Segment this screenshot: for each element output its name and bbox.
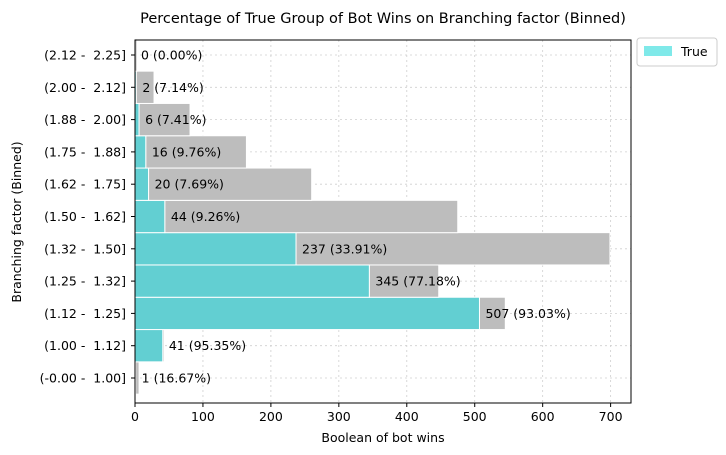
data-label: 237 (33.91%) [302,241,387,256]
data-label: 0 (0.00%) [141,48,202,63]
y-tick-label: (1.88 - 2.00] [44,112,126,127]
bar-true [134,199,166,234]
data-label: 1 (16.67%) [142,371,211,386]
chart-title: Percentage of True Group of Bot Wins on … [140,11,626,27]
bar-true [134,329,164,363]
y-tick-label: (1.75 - 1.88] [44,144,126,159]
bar-true [134,102,140,137]
y-tick-label: (1.62 - 1.75] [44,177,126,192]
legend-frame [636,37,718,67]
legend-swatch-true [644,46,672,56]
x-tick-label: 700 [599,409,623,424]
data-labels: 1 (16.67%) 41 (95.35%) 507 (93.03%) 345 (77… [141,48,571,386]
y-tick-label: (1.25 - 1.32] [44,274,126,289]
y-tick-label: (2.00 - 2.12] [44,80,126,95]
bar-total [164,199,459,234]
data-label: 41 (95.35%) [169,338,246,353]
data-label: 16 (9.76%) [152,144,221,159]
legend-label-true: True [680,44,708,59]
bar-true [134,135,147,169]
x-axis-label: Boolean of bot wins [321,430,444,445]
bar-true [134,296,480,331]
x-tick-label: 600 [531,409,555,424]
bars [134,38,611,395]
bar-total [145,135,247,169]
bar-true [134,167,150,201]
y-tick-label: (2.12 - 2.25] [44,48,126,63]
bar-total [295,232,611,266]
x-tick-label: 300 [327,409,351,424]
x-tick-label: 0 [131,409,139,424]
y-tick-label: (-0.00 - 1.00] [40,371,126,386]
y-tick-label: (1.00 - 1.12] [44,338,126,353]
y-tick-label: (1.32 - 1.50] [44,241,126,256]
y-axis-label: Branching factor (Binned) [9,141,24,302]
bar-total [162,329,165,363]
y-ticks: (-0.00 - 1.00] (1.00 - 1.12] (1.12 - 1.25]… [40,48,135,386]
y-tick-label: (1.12 - 1.25] [44,306,126,321]
bar-total [135,70,155,104]
data-label: 507 (93.03%) [485,306,570,321]
bar-total [135,361,140,395]
plot-frame [134,39,632,404]
bar-true [134,264,370,298]
x-tick-label: 500 [463,409,487,424]
x-tick-label: 200 [259,409,283,424]
bar-total [368,264,440,298]
data-label: 44 (9.26%) [171,209,240,224]
data-label: 2 (7.14%) [142,80,203,95]
x-tick-label: 100 [191,409,215,424]
bar-total [478,296,506,331]
x-tick-label: 400 [395,409,419,424]
data-label: 345 (77.18%) [375,274,460,289]
bar-total [138,102,191,137]
x-ticks: 0 100 200 300 400 500 600 700 [131,403,623,424]
y-tick-label: (1.50 - 1.62] [44,209,126,224]
bar-true [134,232,297,266]
legend: True [636,37,718,67]
data-label: 6 (7.41%) [145,112,206,127]
data-label: 20 (7.69%) [155,177,224,192]
